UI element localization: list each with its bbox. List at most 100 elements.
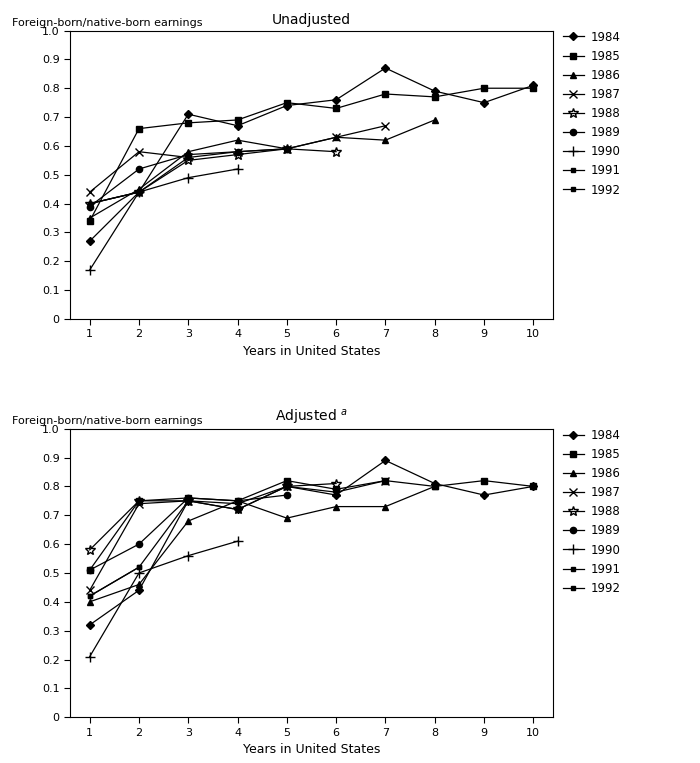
1986 [135,185,143,194]
1991 [184,153,192,162]
1985 [480,476,488,485]
1985 [430,92,439,101]
Line: 1984: 1984 [87,457,536,628]
1984 [529,81,538,90]
1985 [332,104,340,113]
1987 [382,476,390,485]
1984 [233,505,242,514]
1992 [85,199,94,208]
Legend: 1984, 1985, 1986, 1987, 1988, 1989, 1990, 1991, 1992: 1984, 1985, 1986, 1987, 1988, 1989, 1990… [563,429,621,595]
1991 [85,199,94,208]
1986 [233,496,242,505]
1984 [480,491,488,500]
1984 [529,481,538,491]
1987 [332,133,340,142]
1984 [480,98,488,108]
1992 [135,562,143,571]
1991 [135,188,143,197]
1986 [332,502,340,511]
Line: 1987: 1987 [85,121,390,196]
1984 [135,188,143,197]
1990 [135,568,143,578]
1987 [233,147,242,156]
1986 [85,597,94,607]
1989 [135,539,143,549]
1988 [135,496,143,505]
1988 [184,496,192,505]
Line: 1991: 1991 [88,499,190,598]
1988 [233,150,242,159]
1986 [184,517,192,526]
1984 [184,110,192,119]
1986 [283,144,291,153]
Line: 1990: 1990 [85,164,242,275]
Legend: 1984, 1985, 1986, 1987, 1988, 1989, 1990, 1991, 1992: 1984, 1985, 1986, 1987, 1988, 1989, 1990… [563,31,621,197]
1990 [184,173,192,182]
Line: 1992: 1992 [88,565,141,598]
1985 [382,476,390,485]
1986 [85,214,94,223]
1984 [283,101,291,110]
Line: 1986: 1986 [86,483,438,605]
Line: 1990: 1990 [85,536,242,662]
1990 [233,165,242,174]
1986 [184,147,192,156]
Line: 1991: 1991 [88,156,190,206]
1984 [184,496,192,505]
1984 [382,456,390,465]
1989 [233,496,242,505]
1989 [85,565,94,575]
1987 [135,499,143,508]
1987 [283,481,291,491]
Text: Foreign-born/native-born earnings: Foreign-born/native-born earnings [12,18,202,27]
Line: 1989: 1989 [87,146,290,210]
1985 [85,217,94,226]
Line: 1992: 1992 [88,190,141,206]
1987 [85,188,94,197]
1988 [184,156,192,165]
1984 [233,121,242,130]
1988 [283,144,291,153]
1984 [430,86,439,95]
1984 [135,586,143,595]
1984 [332,491,340,500]
1987 [85,586,94,595]
1986 [382,502,390,511]
1987 [184,496,192,505]
1988 [332,479,340,488]
1989 [135,165,143,174]
1988 [135,188,143,197]
1986 [135,580,143,589]
1984 [283,481,291,491]
1988 [233,505,242,514]
1985 [529,84,538,93]
1985 [184,118,192,127]
1988 [85,199,94,208]
1985 [332,485,340,494]
Title: Adjusted $^{a}$: Adjusted $^{a}$ [275,408,348,427]
1987 [233,499,242,508]
1987 [382,121,390,130]
1986 [283,513,291,523]
1990 [135,188,143,197]
1989 [233,147,242,156]
1988 [332,147,340,156]
1990 [233,536,242,546]
1985 [430,481,439,491]
1985 [135,496,143,505]
Line: 1986: 1986 [86,117,438,221]
Line: 1987: 1987 [85,476,390,594]
1985 [382,89,390,98]
Line: 1985: 1985 [87,85,536,224]
1991 [85,591,94,600]
1992 [85,591,94,600]
1985 [184,494,192,503]
1984 [430,479,439,488]
1987 [332,488,340,497]
X-axis label: Years in United States: Years in United States [243,345,380,358]
1985 [233,496,242,505]
X-axis label: Years in United States: Years in United States [243,743,380,756]
1989 [283,491,291,500]
1985 [135,124,143,134]
1986 [382,136,390,145]
